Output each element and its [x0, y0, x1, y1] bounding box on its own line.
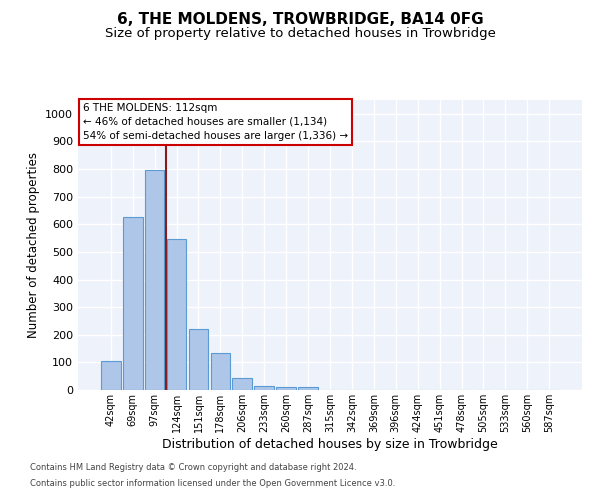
Bar	[145, 170, 164, 390]
Bar	[167, 240, 187, 390]
Bar	[232, 378, 252, 390]
Text: 6 THE MOLDENS: 112sqm
← 46% of detached houses are smaller (1,134)
54% of semi-d: 6 THE MOLDENS: 112sqm ← 46% of detached …	[83, 103, 348, 141]
Y-axis label: Number of detached properties: Number of detached properties	[26, 152, 40, 338]
Bar	[254, 386, 274, 390]
Bar	[101, 361, 121, 390]
Text: Contains HM Land Registry data © Crown copyright and database right 2024.: Contains HM Land Registry data © Crown c…	[30, 464, 356, 472]
X-axis label: Distribution of detached houses by size in Trowbridge: Distribution of detached houses by size …	[162, 438, 498, 450]
Text: Contains public sector information licensed under the Open Government Licence v3: Contains public sector information licen…	[30, 478, 395, 488]
Text: 6, THE MOLDENS, TROWBRIDGE, BA14 0FG: 6, THE MOLDENS, TROWBRIDGE, BA14 0FG	[116, 12, 484, 28]
Text: Size of property relative to detached houses in Trowbridge: Size of property relative to detached ho…	[104, 28, 496, 40]
Bar	[211, 352, 230, 390]
Bar	[123, 218, 143, 390]
Bar	[276, 387, 296, 390]
Bar	[298, 387, 318, 390]
Bar	[188, 329, 208, 390]
